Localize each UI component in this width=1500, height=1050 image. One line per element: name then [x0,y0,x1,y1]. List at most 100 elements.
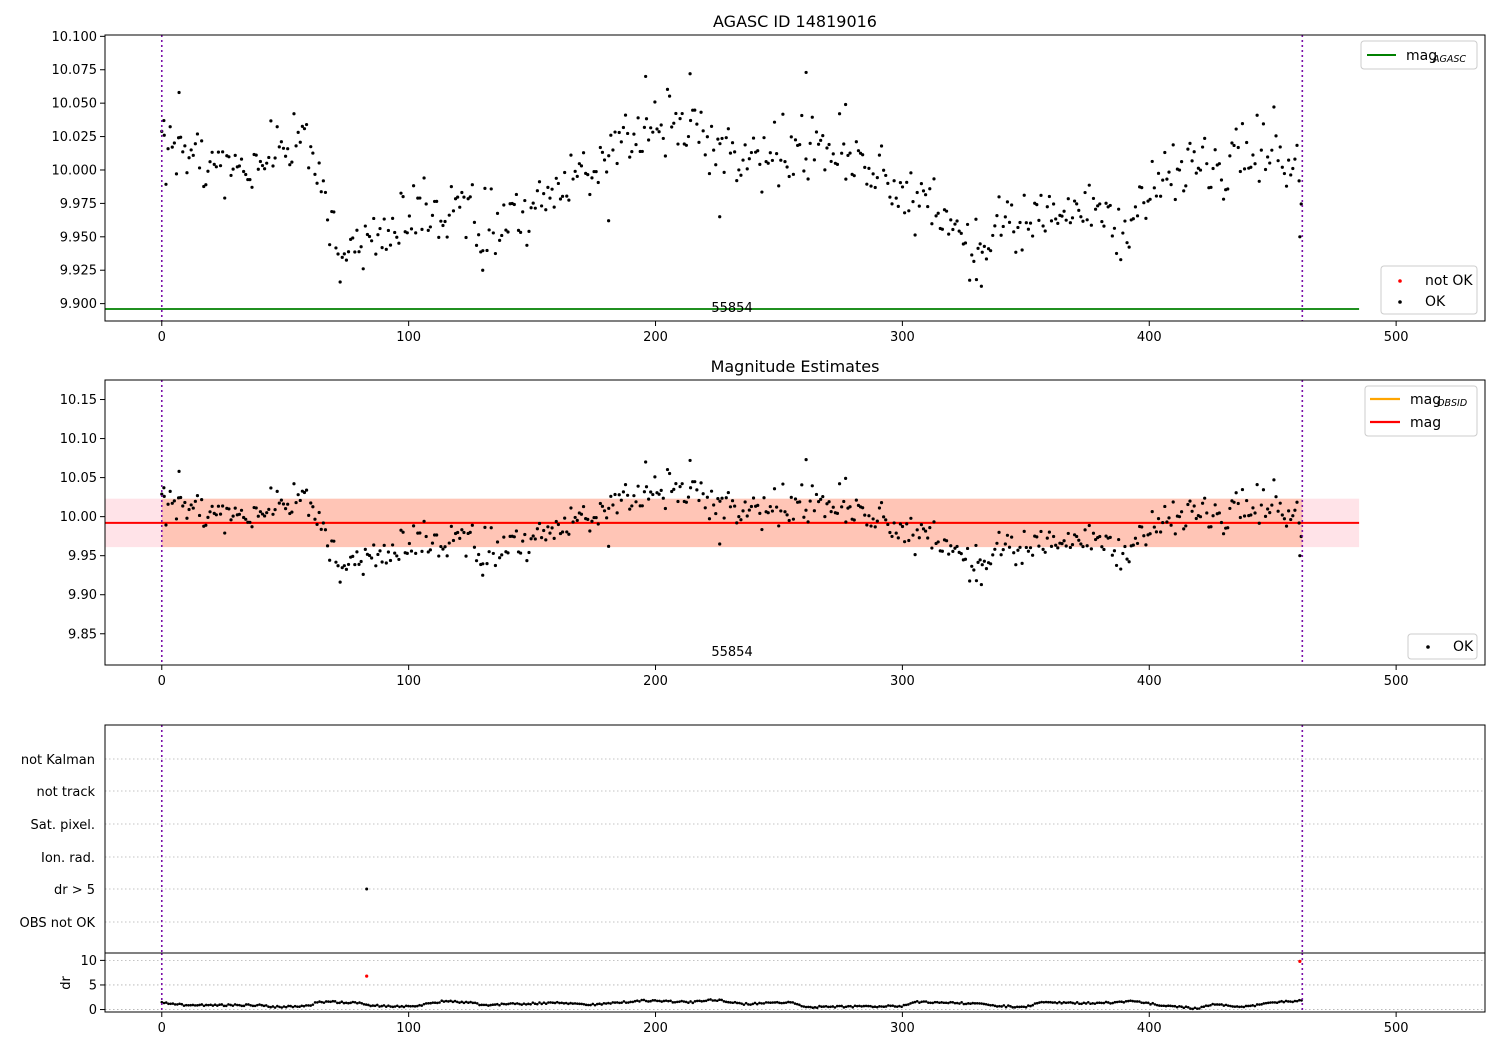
ok-point [722,516,726,520]
dr-point [1249,1004,1252,1008]
dr-point [909,1002,912,1005]
ok-point [487,550,491,554]
dr-point [698,999,701,1003]
ok-point [374,252,378,256]
ok-point [307,166,311,170]
ok-point [1068,545,1072,550]
dr-point [635,999,639,1002]
dr-point [478,1003,481,1007]
ok-point [1148,532,1152,536]
ok-point [896,536,900,540]
ok-point [1278,145,1282,149]
dr-point [1111,1001,1115,1005]
p2-xtick-label: 500 [1384,674,1409,689]
dr-point [435,1001,439,1005]
ok-point [1228,154,1232,158]
dr-point [715,999,719,1003]
ok-point [185,171,189,175]
dr-point [658,999,661,1003]
dr-point [738,1001,741,1005]
dr-point [900,1005,903,1009]
ok-point [588,529,592,533]
ok-point [546,525,550,529]
p1-ytick-label: 9.950 [60,230,97,245]
ok-point [653,100,657,104]
dr-point [1015,1005,1019,1009]
ok-point [842,142,846,146]
ok-point [772,487,777,491]
dr-point [1109,1002,1112,1005]
dr-point [358,1001,361,1004]
dr-point [1182,1006,1186,1010]
dr-point [1146,1001,1150,1005]
ok-point [1150,159,1154,164]
ok-point [193,142,197,146]
ok-point [791,517,795,521]
ok-point [470,523,474,527]
dr-point [402,1005,406,1009]
ok-point [1152,186,1156,190]
dr-point [787,1000,790,1004]
dr-point [982,1002,986,1006]
dr-point [167,1002,170,1006]
dr-point [1206,1004,1210,1008]
ok-point [821,134,825,138]
ok-point [391,543,395,547]
ok-point [1127,245,1131,249]
ok-point [1266,155,1270,159]
dr-point [944,1001,948,1005]
ok-point [233,506,237,510]
dr-point [684,1000,688,1004]
ok-point [483,525,487,529]
ok-point [1133,536,1138,540]
ok-point [1161,178,1165,182]
ok-point [718,542,722,546]
ok-point [359,245,363,249]
dr-point [1222,1004,1226,1007]
ok-point [519,551,523,555]
ok-point [724,136,728,140]
dr-point [507,1002,510,1006]
ok-point [621,490,626,494]
dr-point [660,1000,663,1003]
dr-point [1033,1002,1037,1005]
ok-point [212,162,216,166]
ok-point [827,142,831,147]
ok-point [1049,219,1054,223]
ok-point [1051,202,1056,206]
dr-point [687,1001,690,1005]
dr-point [511,1001,515,1005]
dr-point [278,1005,281,1009]
dr-point [253,1004,257,1008]
ok-point [959,552,963,556]
ok-point [777,524,781,528]
ok-point [1041,224,1045,228]
ok-point [898,180,903,185]
ok-point [688,72,692,76]
ok-point [791,172,795,176]
ok-point [863,165,867,169]
dr-point [209,1003,212,1007]
dr-point [824,1004,828,1008]
dr-point [413,1005,417,1008]
ok-point [313,172,317,176]
dr-point [180,1002,184,1006]
ok-point [1165,177,1169,181]
ok-point [718,142,722,146]
ok-point [1117,537,1121,542]
ok-point [1186,502,1190,507]
ok-point [808,141,812,145]
p1-xtick-label: 200 [643,330,668,345]
ok-point [923,193,928,197]
ok-point [401,195,405,199]
dr-point [231,1004,235,1007]
ok-point [1211,166,1215,171]
dr-point [964,1002,968,1006]
ok-point [435,199,439,203]
ok-point [489,526,493,530]
ok-point [1024,545,1028,550]
ok-point [739,173,743,177]
ok-point [947,552,951,556]
dr-point [1291,1000,1294,1004]
ok-point [1112,549,1117,553]
